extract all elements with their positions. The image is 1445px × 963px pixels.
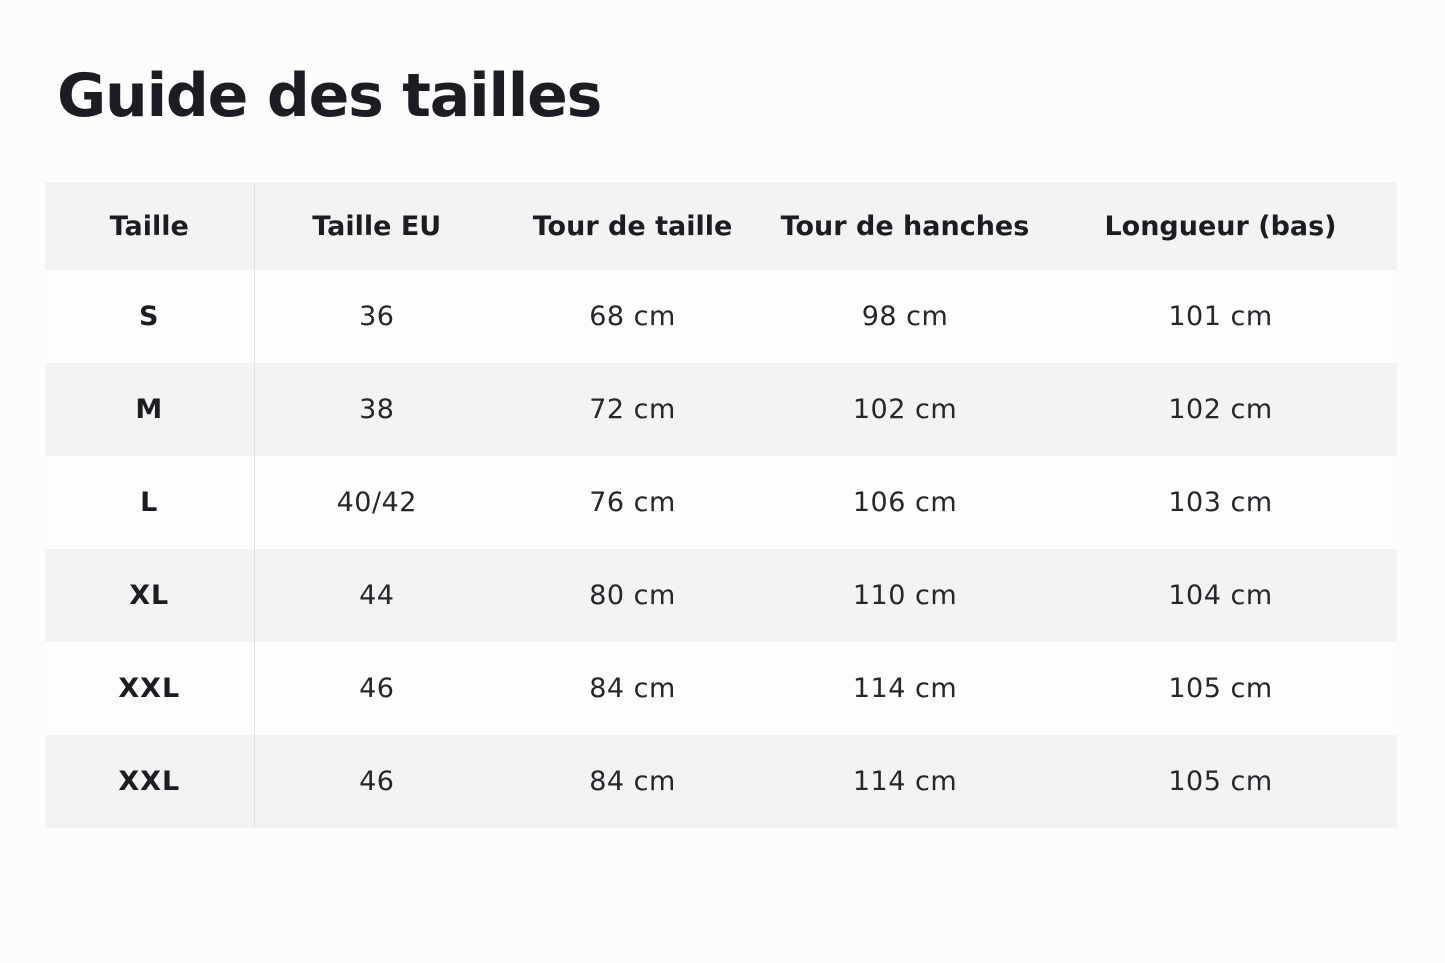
table-row: L 40/42 76 cm 106 cm 103 cm xyxy=(45,456,1397,549)
table-body: S 36 68 cm 98 cm 101 cm M 38 72 cm 102 c… xyxy=(45,270,1397,828)
header-row: Taille Taille EU Tour de taille Tour de … xyxy=(45,182,1397,270)
length-cell: 103 cm xyxy=(1168,487,1273,518)
table-header: Taille Taille EU Tour de taille Tour de … xyxy=(45,182,1397,270)
table-row: XL 44 80 cm 110 cm 104 cm xyxy=(45,549,1397,642)
eu-size-cell: 46 xyxy=(359,766,395,797)
waist-cell: 80 cm xyxy=(589,580,676,611)
table-row: S 36 68 cm 98 cm 101 cm xyxy=(45,270,1397,363)
size-chart-table: Taille Taille EU Tour de taille Tour de … xyxy=(45,182,1398,828)
page-title: Guide des tailles xyxy=(57,61,602,131)
length-cell: 101 cm xyxy=(1168,301,1273,332)
header-longueur: Longueur (bas) xyxy=(1104,210,1337,242)
size-cell: L xyxy=(45,456,255,549)
header-tour-de-hanches: Tour de hanches xyxy=(780,210,1030,242)
hips-cell: 98 cm xyxy=(861,301,949,332)
size-cell: S xyxy=(45,270,255,363)
length-cell: 104 cm xyxy=(1168,580,1273,611)
eu-size-cell: 46 xyxy=(359,673,395,704)
hips-cell: 114 cm xyxy=(852,766,958,797)
table-row: XXL 46 84 cm 114 cm 105 cm xyxy=(45,642,1397,735)
eu-size-cell: 36 xyxy=(359,301,395,332)
waist-cell: 84 cm xyxy=(589,673,676,704)
waist-cell: 76 cm xyxy=(589,487,676,518)
eu-size-cell: 44 xyxy=(359,580,395,611)
table-row: XXL 46 84 cm 114 cm 105 cm xyxy=(45,735,1397,828)
waist-cell: 84 cm xyxy=(589,766,676,797)
hips-cell: 106 cm xyxy=(852,487,958,518)
header-taille-eu: Taille EU xyxy=(312,210,442,242)
eu-size-cell: 40/42 xyxy=(336,487,417,518)
table-row: M 38 72 cm 102 cm 102 cm xyxy=(45,363,1397,456)
size-cell: M xyxy=(45,363,255,456)
waist-cell: 68 cm xyxy=(589,301,676,332)
hips-cell: 110 cm xyxy=(852,580,958,611)
size-cell: XXL xyxy=(45,735,255,828)
size-cell: XXL xyxy=(45,642,255,735)
size-cell: XL xyxy=(45,549,255,642)
waist-cell: 72 cm xyxy=(589,394,676,425)
length-cell: 102 cm xyxy=(1168,394,1273,425)
hips-cell: 114 cm xyxy=(852,673,958,704)
hips-cell: 102 cm xyxy=(852,394,958,425)
header-taille: Taille xyxy=(45,182,255,270)
eu-size-cell: 38 xyxy=(359,394,395,425)
length-cell: 105 cm xyxy=(1168,766,1273,797)
header-tour-de-taille: Tour de taille xyxy=(532,210,733,242)
length-cell: 105 cm xyxy=(1168,673,1273,704)
